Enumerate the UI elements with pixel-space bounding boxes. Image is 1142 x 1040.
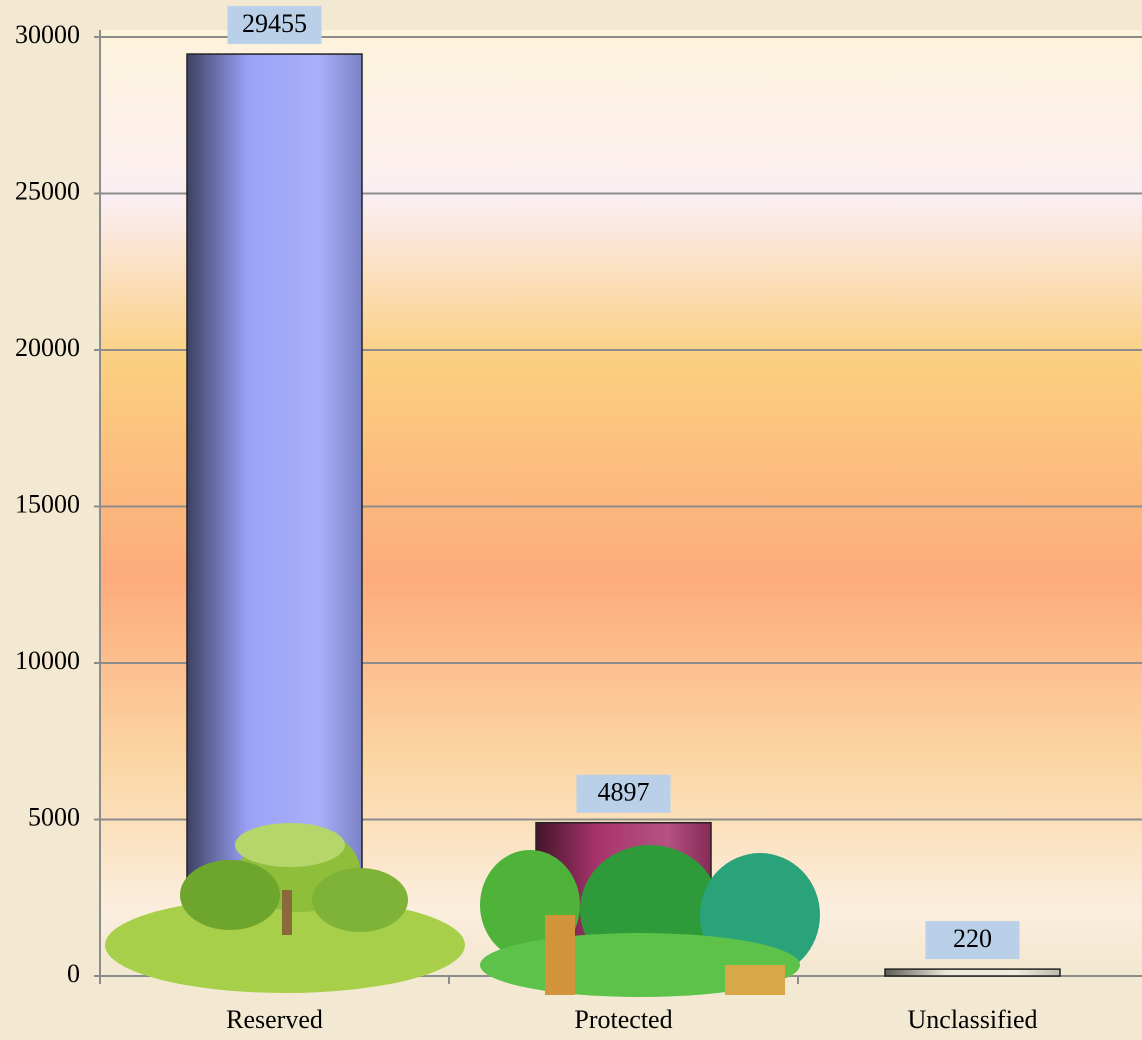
tree xyxy=(235,823,345,867)
value-label: 29455 xyxy=(242,9,307,38)
value-label-box xyxy=(227,6,322,45)
trunk xyxy=(545,915,575,995)
y-tick-label: 0 xyxy=(67,959,80,988)
value-label: 220 xyxy=(953,924,992,953)
bar xyxy=(186,53,363,977)
x-tick-label: Unclassified xyxy=(908,1005,1038,1034)
value-label-box xyxy=(576,774,671,813)
stump xyxy=(725,965,785,995)
y-tick-label: 5000 xyxy=(28,802,80,831)
y-tick-label: 20000 xyxy=(15,333,80,362)
value-label-box xyxy=(925,921,1020,960)
trunk xyxy=(282,890,292,935)
x-tick-label: Reserved xyxy=(226,1005,323,1034)
value-label: 4897 xyxy=(598,778,650,807)
illustrations xyxy=(105,823,820,997)
x-tick-label: Protected xyxy=(574,1005,672,1034)
y-tick-label: 10000 xyxy=(15,646,80,675)
tree xyxy=(312,868,408,932)
bar xyxy=(884,968,1061,977)
tree xyxy=(180,860,280,930)
y-tick-label: 30000 xyxy=(15,20,80,49)
y-tick-label: 15000 xyxy=(15,489,80,518)
labels: 0 5000 10000 15000 20000 25000 30000 Reserved 29… xyxy=(15,6,1037,1034)
y-tick-label: 25000 xyxy=(15,176,80,205)
